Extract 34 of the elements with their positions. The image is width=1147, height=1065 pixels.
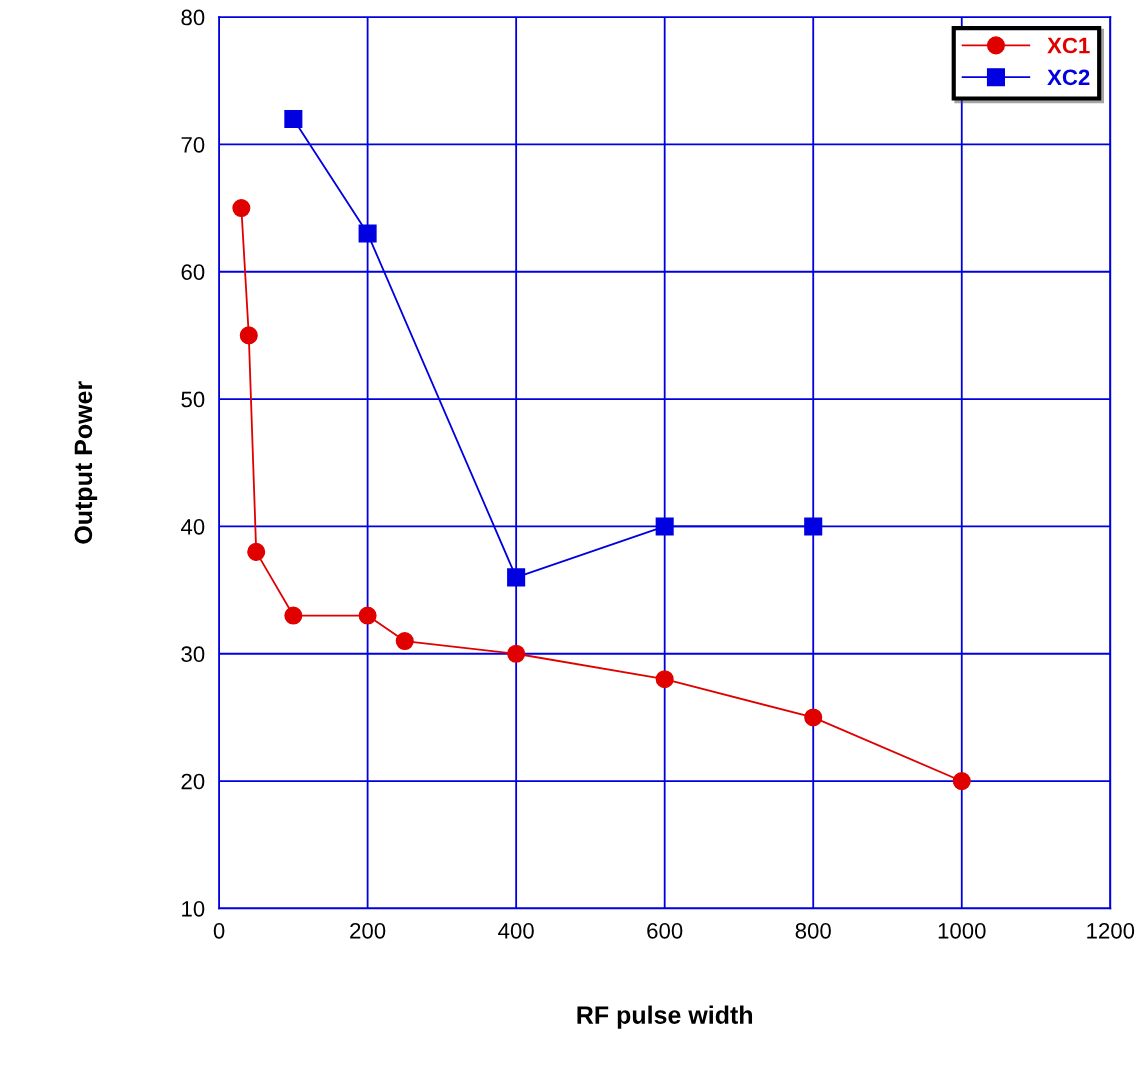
x-tick-label: 800	[795, 922, 831, 939]
point	[247, 542, 266, 561]
y-axis-title: Output Power	[74, 381, 98, 544]
point	[358, 224, 377, 243]
legend-label: XC1	[1047, 37, 1090, 54]
point	[507, 644, 526, 663]
point	[395, 631, 414, 651]
point	[284, 109, 303, 128]
y-tick-label: 80	[181, 9, 205, 26]
x-tick-label: 400	[498, 922, 534, 939]
y-tick-label: 70	[181, 136, 205, 153]
x-axis-title: RF pulse width	[577, 1005, 753, 1029]
x-tick-label: 0	[213, 922, 225, 939]
x-tick-label: 600	[647, 922, 683, 939]
point	[232, 199, 251, 218]
y-tick-label: 10	[182, 900, 205, 917]
point	[358, 606, 377, 625]
legend-label: XC2	[1047, 69, 1090, 86]
point	[239, 326, 258, 345]
point	[507, 568, 526, 587]
point	[952, 772, 971, 791]
point	[655, 670, 674, 689]
y-tick-label: 20	[181, 773, 205, 790]
y-tick-label: 30	[181, 646, 205, 663]
point	[804, 708, 823, 727]
x-tick-label: 1000	[938, 922, 986, 939]
y-tick-label: 50	[181, 391, 205, 408]
point	[284, 606, 303, 625]
x-tick-label: 1200	[1087, 922, 1135, 939]
y-tick-label: 60	[181, 264, 205, 280]
x-tick-label: 200	[350, 922, 386, 939]
y-tick-label: 40	[180, 518, 205, 535]
point	[655, 517, 674, 536]
point	[804, 517, 823, 536]
